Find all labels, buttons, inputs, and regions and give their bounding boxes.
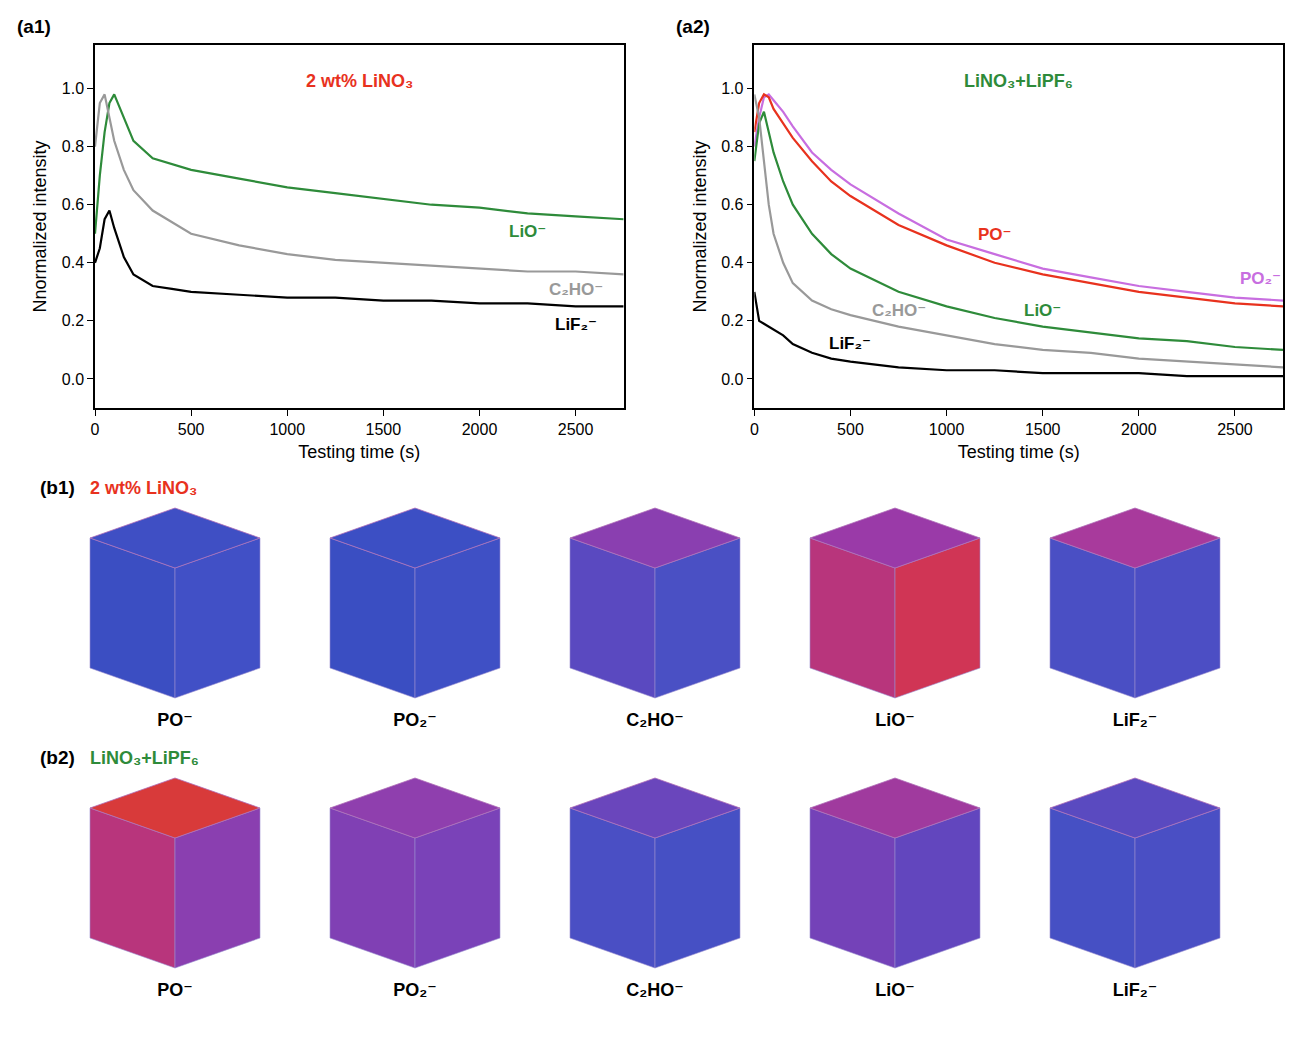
svg-text:2000: 2000 <box>462 421 498 438</box>
svg-text:PO₂⁻: PO₂⁻ <box>393 710 437 730</box>
svg-text:LiO⁻: LiO⁻ <box>1024 301 1061 320</box>
svg-text:LiO⁻: LiO⁻ <box>509 222 546 241</box>
svg-text:(b2): (b2) <box>40 747 75 768</box>
svg-text:PO₂⁻: PO₂⁻ <box>393 980 437 1000</box>
svg-text:500: 500 <box>178 421 205 438</box>
svg-text:0: 0 <box>91 421 100 438</box>
svg-text:0.8: 0.8 <box>62 138 84 155</box>
svg-text:0.2: 0.2 <box>721 312 743 329</box>
svg-text:0.4: 0.4 <box>62 254 84 271</box>
svg-text:LiO⁻: LiO⁻ <box>875 980 915 1000</box>
svg-text:1500: 1500 <box>366 421 402 438</box>
svg-text:1000: 1000 <box>269 421 305 438</box>
svg-text:2500: 2500 <box>1217 421 1253 438</box>
svg-text:(a2): (a2) <box>676 16 710 37</box>
svg-text:LiO⁻: LiO⁻ <box>875 710 915 730</box>
svg-text:LiF₂⁻: LiF₂⁻ <box>1113 980 1158 1000</box>
svg-text:PO⁻: PO⁻ <box>157 980 193 1000</box>
svg-text:C₂HO⁻: C₂HO⁻ <box>626 710 684 730</box>
svg-text:1.0: 1.0 <box>62 80 84 97</box>
svg-text:C₂HO⁻: C₂HO⁻ <box>872 301 926 320</box>
svg-text:LiF₂⁻: LiF₂⁻ <box>829 334 871 353</box>
svg-text:0.6: 0.6 <box>62 196 84 213</box>
svg-text:PO⁻: PO⁻ <box>157 710 193 730</box>
svg-text:Testing time (s): Testing time (s) <box>298 442 420 462</box>
svg-text:PO₂⁻: PO₂⁻ <box>1240 269 1281 288</box>
svg-text:1000: 1000 <box>929 421 965 438</box>
svg-text:(a1): (a1) <box>17 16 51 37</box>
svg-text:2000: 2000 <box>1121 421 1157 438</box>
svg-text:1500: 1500 <box>1025 421 1061 438</box>
svg-text:0.2: 0.2 <box>62 312 84 329</box>
svg-text:0.6: 0.6 <box>721 196 743 213</box>
svg-text:500: 500 <box>837 421 864 438</box>
svg-text:LiNO₃+LiPF₆: LiNO₃+LiPF₆ <box>964 71 1073 91</box>
svg-text:0: 0 <box>750 421 759 438</box>
svg-text:LiNO₃+LiPF₆: LiNO₃+LiPF₆ <box>90 748 199 768</box>
svg-text:0.8: 0.8 <box>721 138 743 155</box>
svg-text:0.0: 0.0 <box>62 371 84 388</box>
svg-text:Testing time (s): Testing time (s) <box>958 442 1080 462</box>
svg-text:LiF₂⁻: LiF₂⁻ <box>1113 710 1158 730</box>
svg-text:2 wt% LiNO₃: 2 wt% LiNO₃ <box>306 71 413 91</box>
svg-text:Nnormalized intensity: Nnormalized intensity <box>690 140 710 312</box>
svg-text:1.0: 1.0 <box>721 80 743 97</box>
svg-text:C₂HO⁻: C₂HO⁻ <box>626 980 684 1000</box>
svg-text:PO⁻: PO⁻ <box>978 225 1012 244</box>
svg-text:(b1): (b1) <box>40 477 75 498</box>
svg-text:LiF₂⁻: LiF₂⁻ <box>555 315 597 334</box>
svg-text:0.4: 0.4 <box>721 254 743 271</box>
svg-text:2500: 2500 <box>558 421 594 438</box>
svg-text:0.0: 0.0 <box>721 371 743 388</box>
svg-text:Nnormalized intensity: Nnormalized intensity <box>30 140 50 312</box>
svg-text:C₂HO⁻: C₂HO⁻ <box>549 280 603 299</box>
svg-text:2 wt% LiNO₃: 2 wt% LiNO₃ <box>90 478 197 498</box>
